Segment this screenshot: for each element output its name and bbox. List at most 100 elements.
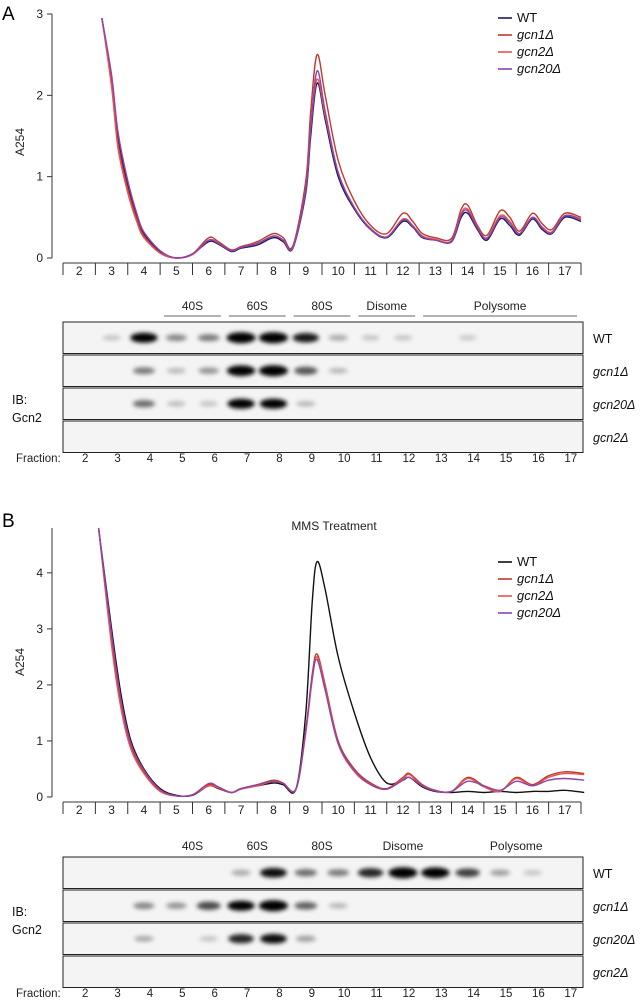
blot-band bbox=[228, 934, 254, 944]
fraction-number: 16 bbox=[532, 988, 545, 1000]
x-tick-label: 16 bbox=[526, 803, 540, 817]
blot-row-label: gcn20Δ bbox=[593, 933, 635, 947]
region-label: 40S bbox=[182, 839, 203, 853]
blot-strip bbox=[62, 420, 584, 453]
legend: WT gcn1Δ gcn2Δ gcn20Δ bbox=[498, 10, 561, 76]
blot-band bbox=[328, 334, 348, 341]
blot-band bbox=[328, 367, 348, 374]
legend-entry: WT bbox=[517, 554, 537, 569]
x-tick-label: 6 bbox=[205, 803, 212, 817]
blot-band bbox=[226, 332, 256, 344]
blot-band bbox=[258, 365, 289, 377]
legend-entry: gcn1Δ bbox=[517, 571, 554, 586]
blot-band bbox=[134, 935, 154, 942]
blot-row-label: WT bbox=[593, 867, 613, 881]
y-axis-label: A254 bbox=[13, 648, 27, 676]
x-tick-label: 11 bbox=[364, 803, 377, 817]
y-axis: 0 1 2 3 4 bbox=[36, 528, 53, 804]
blot-band bbox=[259, 398, 288, 409]
blot-band bbox=[166, 367, 186, 374]
x-tick-label: 17 bbox=[558, 264, 572, 278]
fraction-number: 4 bbox=[147, 453, 154, 465]
y-tick-label: 2 bbox=[36, 678, 43, 692]
y-tick-label: 2 bbox=[36, 88, 43, 102]
blot-band bbox=[361, 335, 380, 341]
blot-band bbox=[258, 332, 289, 344]
fraction-number: 13 bbox=[435, 453, 448, 465]
fraction-number: 15 bbox=[500, 988, 513, 1000]
blot-band bbox=[458, 335, 477, 341]
series-line-0 bbox=[97, 527, 585, 798]
fraction-numbers: 2 3 4 5 6 7 8 9 10 11 12 13 14 15 16 17 bbox=[82, 453, 577, 465]
series-line-1 bbox=[97, 527, 585, 798]
y-tick-label: 3 bbox=[36, 622, 43, 636]
blot-band bbox=[165, 334, 187, 342]
fraction-numbers: 2 3 4 5 6 7 8 9 10 11 12 13 14 15 16 17 bbox=[82, 988, 577, 1000]
western-blot: WT gcn1Δ gcn20Δ gcn2Δ bbox=[62, 856, 635, 988]
fraction-number: 13 bbox=[435, 988, 448, 1000]
x-tick-label: 13 bbox=[429, 264, 443, 278]
fraction-number: 11 bbox=[371, 453, 383, 465]
fraction-number: 9 bbox=[309, 453, 315, 465]
fraction-number: 10 bbox=[338, 988, 351, 1000]
fraction-number: 8 bbox=[276, 988, 282, 1000]
y-tick-label: 0 bbox=[36, 790, 43, 804]
blot-band bbox=[260, 867, 287, 878]
fraction-number: 5 bbox=[179, 988, 185, 1000]
y-tick-label: 0 bbox=[36, 251, 43, 265]
blot-band bbox=[199, 401, 218, 407]
x-tick-label: 15 bbox=[493, 264, 507, 278]
x-tick-label: 11 bbox=[364, 264, 377, 278]
x-tick-label: 7 bbox=[238, 264, 245, 278]
blot-band bbox=[130, 332, 158, 343]
blot-band bbox=[165, 902, 187, 909]
western-blot: WT gcn1Δ gcn20Δ gcn2Δ bbox=[62, 321, 635, 453]
blot-band bbox=[102, 335, 121, 341]
blot-band bbox=[199, 936, 218, 942]
legend-entry: gcn20Δ bbox=[517, 605, 561, 620]
blot-band bbox=[132, 400, 156, 408]
x-tick-label: 15 bbox=[493, 803, 507, 817]
blot-band bbox=[490, 869, 511, 876]
region-label: 80S bbox=[311, 299, 332, 313]
region-label: Disome bbox=[383, 839, 424, 853]
region-label: Polysome bbox=[474, 299, 527, 313]
blot-band bbox=[227, 398, 255, 409]
panel-letter: B bbox=[2, 511, 15, 532]
y-tick-label: 1 bbox=[36, 734, 43, 748]
x-tick-label: 3 bbox=[108, 264, 115, 278]
x-tick-label: 10 bbox=[332, 803, 346, 817]
fraction-number: 7 bbox=[244, 453, 250, 465]
legend-entry: gcn20Δ bbox=[517, 61, 561, 76]
blot-band bbox=[294, 869, 317, 877]
fraction-number: 5 bbox=[179, 453, 185, 465]
region-label: 60S bbox=[247, 299, 268, 313]
blot-row-label: gcn1Δ bbox=[593, 900, 629, 914]
x-tick-label: 3 bbox=[108, 803, 115, 817]
blot-strip bbox=[62, 387, 584, 420]
fraction-number: 3 bbox=[114, 988, 120, 1000]
x-tick-label: 16 bbox=[526, 264, 540, 278]
ib-antibody: Gcn2 bbox=[12, 923, 42, 937]
blot-band bbox=[198, 367, 220, 374]
fraction-number: 2 bbox=[82, 988, 88, 1000]
blot-band bbox=[388, 867, 418, 879]
fraction-number: 12 bbox=[403, 988, 416, 1000]
legend-entry: gcn2Δ bbox=[517, 44, 554, 59]
y-tick-label: 4 bbox=[36, 566, 43, 580]
ib-antibody: Gcn2 bbox=[12, 411, 42, 425]
legend-entry: WT bbox=[517, 10, 537, 25]
x-tick-label: 5 bbox=[173, 803, 180, 817]
fraction-number: 12 bbox=[403, 453, 416, 465]
y-tick-label: 1 bbox=[36, 170, 43, 184]
fraction-number: 17 bbox=[564, 988, 577, 1000]
fraction-number: 2 bbox=[82, 453, 88, 465]
legend: WT gcn1Δ gcn2Δ gcn20Δ bbox=[498, 554, 561, 620]
blot-band bbox=[296, 400, 316, 407]
blot-band bbox=[197, 334, 220, 342]
gradient-regions: 40S 60S 80S Disome Polysome bbox=[164, 839, 577, 859]
blot-band bbox=[292, 333, 319, 343]
region-label: 40S bbox=[182, 299, 203, 313]
